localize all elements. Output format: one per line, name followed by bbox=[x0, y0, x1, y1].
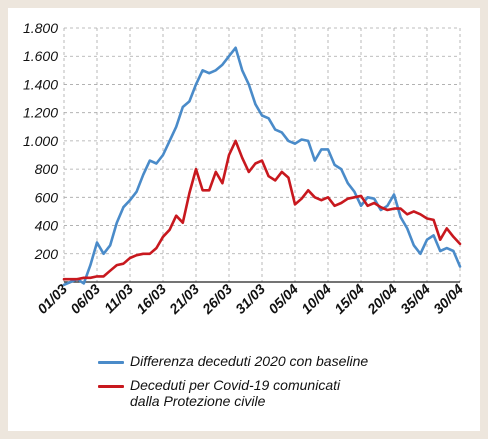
x-tick-label: 01/03 bbox=[34, 281, 70, 317]
y-tick-label: 800 bbox=[35, 161, 59, 177]
x-tick-label: 11/03 bbox=[101, 281, 137, 317]
x-tick-label: 16/03 bbox=[133, 281, 169, 317]
y-tick-label: 1.400 bbox=[23, 76, 58, 92]
x-tick-label: 15/04 bbox=[331, 281, 367, 317]
legend-swatch-series-1 bbox=[98, 361, 124, 364]
x-tick-label: 21/03 bbox=[165, 281, 202, 318]
y-tick-label: 600 bbox=[35, 189, 59, 205]
legend-label-series-2: Deceduti per Covid-19 comunicati dalla P… bbox=[130, 377, 341, 409]
y-tick-label: 1.800 bbox=[23, 20, 58, 36]
legend-label-series-1: Differenza deceduti 2020 con baseline bbox=[130, 353, 369, 369]
line-chart: 200 400 600 800 1.000 1.200 1.400 1.600 1.800 01/… bbox=[23, 20, 466, 318]
x-tick-label: 26/03 bbox=[198, 281, 235, 318]
legend-item-series-1: Differenza deceduti 2020 con baseline bbox=[98, 353, 368, 369]
x-tick-label: 31/03 bbox=[232, 281, 268, 317]
y-tick-label: 200 bbox=[34, 246, 59, 262]
legend-swatch-series-2 bbox=[98, 385, 124, 388]
x-tick-label: 10/04 bbox=[298, 281, 334, 317]
y-tick-label: 400 bbox=[35, 218, 59, 234]
x-tick-label: 06/03 bbox=[67, 281, 103, 317]
chart-card: 200 400 600 800 1.000 1.200 1.400 1.600 1.800 01/… bbox=[8, 8, 480, 431]
y-tick-label: 1.200 bbox=[23, 105, 58, 121]
x-tick-label: 05/04 bbox=[265, 281, 301, 317]
x-tick-label: 30/04 bbox=[430, 281, 466, 317]
legend-item-series-2: Deceduti per Covid-19 comunicati dalla P… bbox=[98, 377, 340, 409]
x-tick-label: 20/04 bbox=[363, 281, 400, 318]
y-tick-label: 1.600 bbox=[23, 48, 58, 64]
x-tick-label: 35/04 bbox=[397, 281, 433, 317]
y-tick-label: 1.000 bbox=[23, 133, 58, 149]
